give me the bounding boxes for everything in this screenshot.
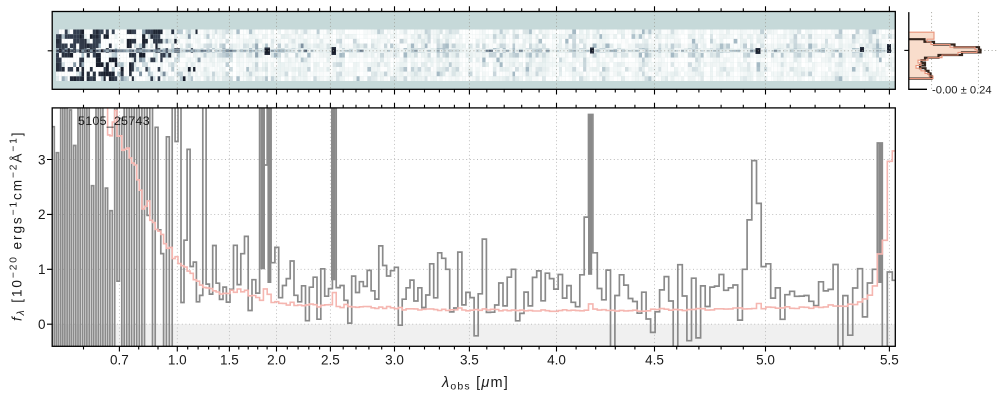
svg-text:2.5: 2.5 (321, 353, 340, 368)
svg-text:λobs [μm]: λobs [μm] (441, 375, 509, 393)
svg-text:4.5: 4.5 (645, 353, 664, 368)
svg-text:5105_25743: 5105_25743 (78, 114, 150, 128)
svg-text:3.5: 3.5 (460, 353, 479, 368)
svg-text:1.0: 1.0 (168, 353, 187, 368)
svg-text:1.5: 1.5 (220, 353, 239, 368)
svg-text:-0.00 ± 0.24: -0.00 ± 0.24 (932, 85, 992, 97)
svg-text:0.7: 0.7 (110, 353, 129, 368)
svg-text:4.0: 4.0 (547, 353, 566, 368)
svg-text:5.0: 5.0 (756, 353, 775, 368)
svg-text:0: 0 (38, 317, 46, 332)
svg-text:1: 1 (38, 262, 46, 277)
svg-text:3.0: 3.0 (385, 353, 404, 368)
svg-text:5.5: 5.5 (880, 353, 899, 368)
svg-text:fλ [10−20 ergs−1cm−2Å−1]: fλ [10−20 ergs−1cm−2Å−1] (9, 131, 27, 321)
svg-text:2.0: 2.0 (267, 353, 286, 368)
svg-text:2: 2 (38, 207, 46, 222)
svg-text:3: 3 (38, 152, 46, 167)
